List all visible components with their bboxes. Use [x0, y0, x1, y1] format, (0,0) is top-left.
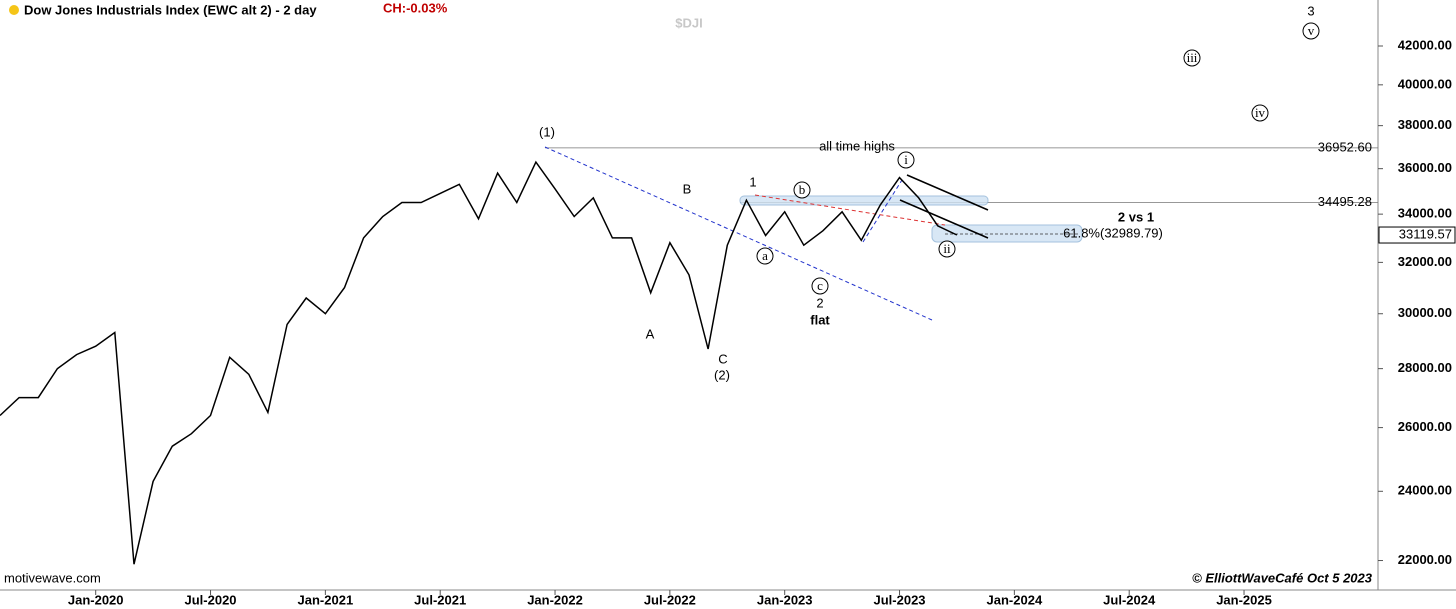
- wave-label: ii: [943, 241, 951, 256]
- last-price-box: [1378, 226, 1456, 244]
- wave-label: a: [762, 248, 768, 263]
- wave-label: all time highs: [819, 138, 895, 153]
- status-dot: [9, 5, 19, 15]
- y-tick-label: 22000.00: [1398, 552, 1452, 567]
- wave-circle: [897, 151, 915, 169]
- y-tick-label: 30000.00: [1398, 305, 1452, 320]
- wave-label: v: [1308, 23, 1315, 38]
- wave-label: (1): [539, 124, 555, 139]
- x-tick-label: Jan-2020: [68, 592, 124, 607]
- x-tick-label: Jan-2023: [757, 592, 813, 607]
- y-tick-label: 40000.00: [1398, 76, 1452, 91]
- wave-label: A: [646, 326, 655, 341]
- x-tick-label: Jul-2021: [414, 592, 466, 607]
- level-label: 34495.28: [1318, 194, 1372, 209]
- source: motivewave.com: [4, 570, 101, 585]
- trendline: [862, 179, 903, 243]
- y-tick-label: 24000.00: [1398, 483, 1452, 498]
- wave-label: (2): [714, 367, 730, 382]
- wave-label: 2 vs 1: [1118, 209, 1154, 224]
- x-tick-label: Jan-2024: [987, 592, 1043, 607]
- x-tick-label: Jul-2020: [185, 592, 237, 607]
- wave-label: i: [904, 152, 908, 167]
- wave-label: 61.8%(32989.79): [1063, 225, 1163, 240]
- y-tick-label: 32000.00: [1398, 254, 1452, 269]
- wave-label: 2: [816, 295, 823, 310]
- wave-label: c: [817, 278, 823, 293]
- y-tick-label: 36000.00: [1398, 160, 1452, 175]
- wave-label: iv: [1255, 105, 1266, 120]
- wave-label: 3: [1307, 3, 1314, 18]
- symbol-watermark: $DJI: [675, 15, 702, 30]
- wave-label: iii: [1187, 50, 1198, 65]
- chart-title: Dow Jones Industrials Index (EWC alt 2) …: [24, 2, 317, 17]
- wave-label: B: [683, 181, 692, 196]
- wave-label: b: [799, 182, 806, 197]
- price-line: [0, 160, 958, 565]
- wave-circle: [793, 181, 811, 199]
- last-price-label: 33119.57: [1399, 226, 1452, 241]
- x-tick-label: Jul-2022: [644, 592, 696, 607]
- x-tick-label: Jan-2025: [1216, 592, 1272, 607]
- trendline: [544, 146, 933, 321]
- x-tick-label: Jul-2023: [874, 592, 926, 607]
- wave-circle: [756, 247, 774, 265]
- trendline: [906, 174, 989, 211]
- y-tick-label: 28000.00: [1398, 360, 1452, 375]
- change: CH:-0.03%: [383, 0, 448, 15]
- x-tick-label: Jul-2024: [1103, 592, 1156, 607]
- x-tick-label: Jan-2021: [298, 592, 354, 607]
- wave-label: flat: [810, 312, 830, 327]
- credit: © ElliottWaveCafé Oct 5 2023: [1192, 570, 1373, 585]
- wave-circle: [1302, 22, 1320, 40]
- wave-label: C: [718, 351, 727, 366]
- y-tick-label: 34000.00: [1398, 206, 1452, 221]
- x-tick-label: Jan-2022: [527, 592, 583, 607]
- wave-circle: [811, 277, 829, 295]
- wave-circle: [1183, 49, 1201, 67]
- y-tick-label: 42000.00: [1398, 37, 1452, 52]
- wave-label: 1: [749, 174, 756, 189]
- zone: [739, 195, 989, 206]
- y-tick-label: 38000.00: [1398, 117, 1452, 132]
- level-label: 36952.60: [1318, 139, 1372, 154]
- trendline: [899, 199, 989, 239]
- wave-circle: [1251, 104, 1269, 122]
- y-tick-label: 26000.00: [1398, 419, 1452, 434]
- wave-circle: [938, 240, 956, 258]
